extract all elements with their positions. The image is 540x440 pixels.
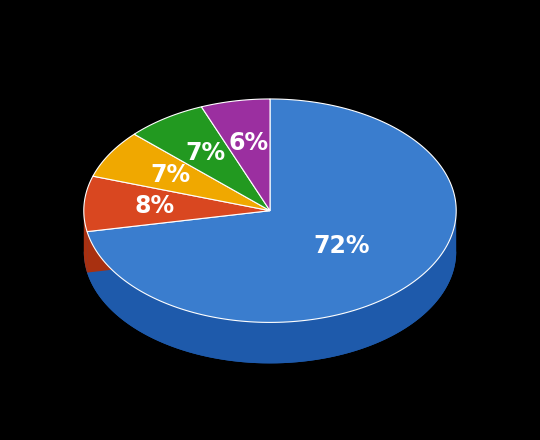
- Polygon shape: [84, 211, 87, 273]
- Text: 72%: 72%: [314, 234, 370, 258]
- Polygon shape: [134, 107, 270, 211]
- Text: 7%: 7%: [185, 141, 225, 165]
- Polygon shape: [84, 252, 456, 363]
- Polygon shape: [87, 99, 456, 323]
- Polygon shape: [87, 211, 270, 273]
- Text: 6%: 6%: [228, 131, 268, 154]
- Text: 8%: 8%: [134, 194, 175, 218]
- Text: 7%: 7%: [151, 163, 191, 187]
- Polygon shape: [201, 99, 270, 211]
- Polygon shape: [87, 211, 270, 273]
- Polygon shape: [84, 176, 270, 231]
- Polygon shape: [93, 134, 270, 211]
- Polygon shape: [87, 212, 456, 363]
